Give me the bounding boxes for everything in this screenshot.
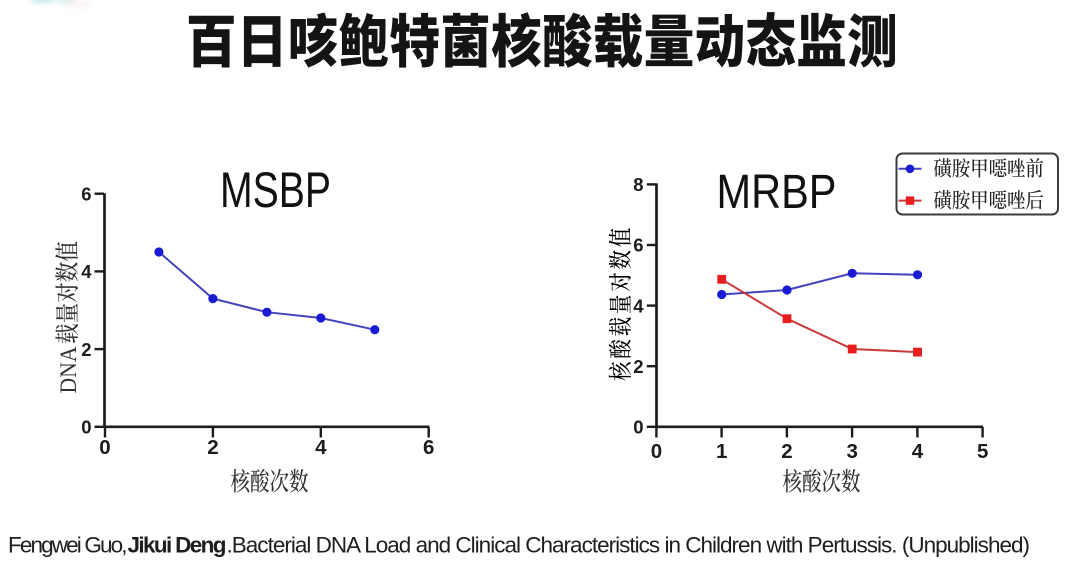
svg-text:Jikui Deng: Jikui Deng xyxy=(128,533,227,558)
svg-text:5: 5 xyxy=(977,440,988,463)
svg-text:2: 2 xyxy=(207,436,218,459)
svg-text:6: 6 xyxy=(423,436,434,459)
svg-text:2: 2 xyxy=(781,440,792,463)
svg-text:0: 0 xyxy=(99,436,110,459)
svg-text:8: 8 xyxy=(633,174,643,195)
svg-text:6: 6 xyxy=(81,183,91,204)
svg-text:2: 2 xyxy=(633,356,643,377)
svg-text:0: 0 xyxy=(651,440,662,463)
svg-text:DNA: DNA xyxy=(56,346,81,393)
svg-text:0: 0 xyxy=(81,417,91,438)
svg-text:MRBP: MRBP xyxy=(717,165,837,219)
svg-text:4: 4 xyxy=(81,261,92,282)
svg-text:6: 6 xyxy=(633,235,643,256)
svg-text:4: 4 xyxy=(315,436,327,459)
svg-text:3: 3 xyxy=(846,440,857,463)
svg-text:1: 1 xyxy=(716,440,727,463)
svg-text:Fengwei Guo,: Fengwei Guo, xyxy=(8,533,128,558)
svg-text:4: 4 xyxy=(912,440,924,463)
svg-text:0: 0 xyxy=(633,417,643,438)
svg-text:4: 4 xyxy=(633,295,644,316)
svg-text:2: 2 xyxy=(81,339,91,360)
svg-text:.Bacterial DNA Load and Clinic: .Bacterial DNA Load and Clinical Charact… xyxy=(227,533,1031,558)
svg-text:MSBP: MSBP xyxy=(220,162,331,218)
